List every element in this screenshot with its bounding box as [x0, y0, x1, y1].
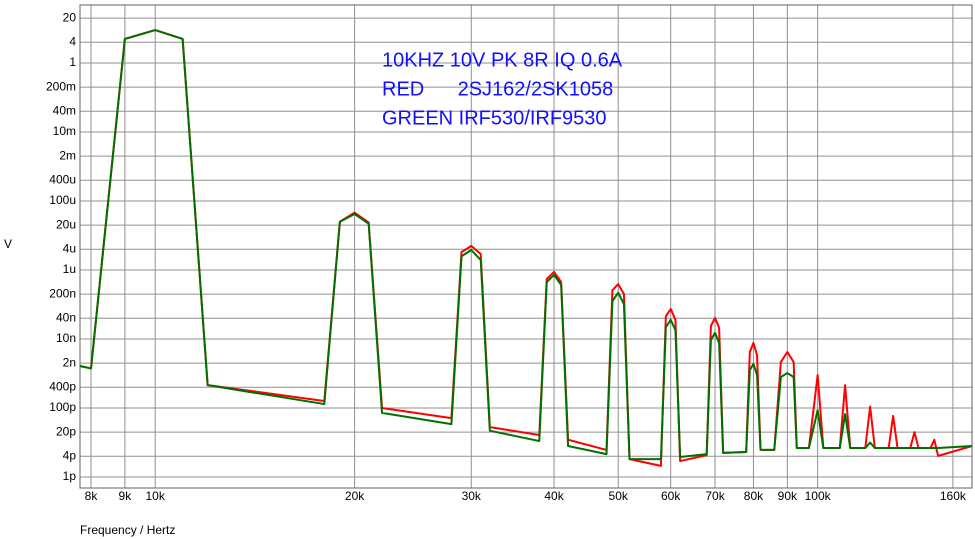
annotation: 10KHZ 10V PK 8R IQ 0.6A [382, 49, 623, 71]
x-tick-label: 30k [462, 489, 482, 503]
x-tick-label: 9k [119, 489, 133, 503]
y-axis-label: V [4, 237, 12, 251]
y-tick-label: 10n [56, 331, 76, 345]
y-tick-label: 4u [63, 241, 76, 255]
y-tick-label: 100u [49, 193, 76, 207]
x-tick-label: 60k [661, 489, 681, 503]
y-tick-label: 4p [63, 448, 77, 462]
x-tick-label: 20k [345, 489, 365, 503]
y-tick-label: 2n [63, 355, 76, 369]
x-tick-label: 80k [744, 489, 764, 503]
y-tick-label: 200n [49, 286, 76, 300]
y-tick-label: 2m [59, 148, 76, 162]
series-line [79, 29, 973, 461]
y-tick-label: 40m [53, 103, 76, 117]
x-tick-label: 100k [805, 489, 832, 503]
y-tick-label: 400p [49, 379, 76, 393]
y-tick-label: 4 [69, 34, 76, 48]
x-tick-label: 10k [146, 489, 166, 503]
plot-frame [79, 4, 973, 489]
y-tick-label: 100p [49, 400, 76, 414]
annotation: GREEN IRF530/IRF9530 [382, 107, 607, 129]
y-tick-label: 40n [56, 310, 76, 324]
x-tick-label: 40k [544, 489, 564, 503]
y-tick-label: 20 [63, 10, 77, 24]
y-tick-label: 10m [53, 124, 76, 138]
x-tick-label: 160k [940, 489, 967, 503]
y-tick-label: 1u [63, 262, 76, 276]
x-tick-label: 70k [705, 489, 725, 503]
y-tick-label: 1p [63, 469, 77, 483]
annotation: RED 2SJ162/2SK1058 [382, 78, 613, 100]
series-line [79, 29, 973, 467]
y-tick-label: 20p [56, 424, 76, 438]
x-tick-label: 90k [778, 489, 798, 503]
x-tick-label: 50k [609, 489, 629, 503]
y-tick-label: 20u [56, 217, 76, 231]
y-tick-label: 400u [49, 172, 76, 186]
x-axis-label: Frequency / Hertz [80, 523, 175, 537]
y-tick-label: 200m [46, 79, 76, 93]
x-tick-label: 8k [85, 489, 99, 503]
y-tick-label: 1 [69, 55, 76, 69]
